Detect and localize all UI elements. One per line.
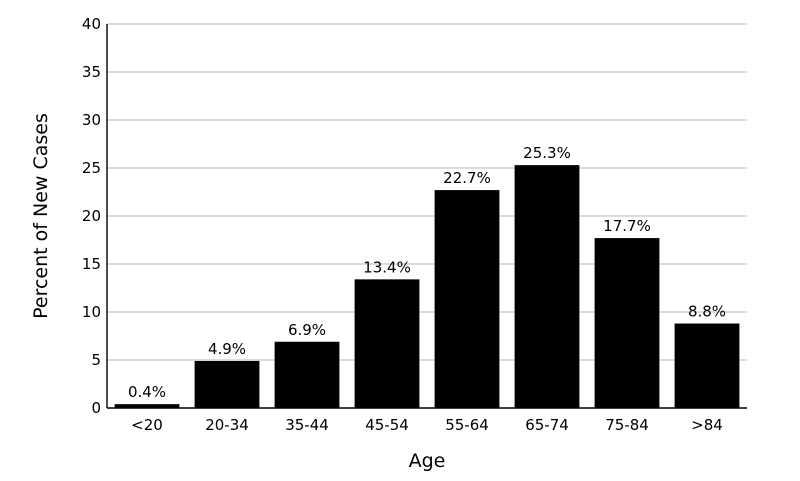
bar [274,341,340,408]
y-tick-label: 30 [82,111,101,129]
y-tick-label: 35 [82,63,101,81]
x-tick-label: 45-54 [365,416,409,434]
y-tick-label: 40 [82,15,101,33]
bar [674,323,740,408]
data-label: 6.9% [288,321,326,339]
bars [114,165,740,408]
data-label: 25.3% [523,144,571,162]
bar [434,190,500,408]
y-tick-label: 15 [82,255,101,273]
data-label: 22.7% [443,169,491,187]
y-tick-label: 10 [82,303,101,321]
y-tick-label: 5 [91,351,101,369]
x-tick-label: >84 [691,416,723,434]
y-tick-label: 20 [82,207,101,225]
x-axis-title: Age [409,450,446,472]
gridlines [107,23,747,361]
bar [194,360,260,408]
y-tick-labels: 0 5 10 15 20 25 30 35 40 [82,15,101,417]
data-label: 13.4% [363,258,411,276]
x-tick-label: 55-64 [445,416,489,434]
y-tick-label: 0 [91,399,101,417]
data-label: 4.9% [208,340,246,358]
y-tick-label: 25 [82,159,101,177]
bar [514,165,580,408]
x-tick-label: 35-44 [285,416,329,434]
data-label: 8.8% [688,303,726,321]
x-tick-labels: <20 20-34 35-44 45-54 55-64 65-74 75-84 >84 [131,416,723,434]
x-tick-label: <20 [131,416,163,434]
data-label: 0.4% [128,383,166,401]
data-label: 17.7% [603,217,651,235]
data-labels: 0.4% 4.9% 6.9% 13.4% 22.7% 25.3% 17.7% 8.8% [128,144,726,401]
bar [114,404,180,408]
bar [594,238,660,408]
x-tick-label: 65-74 [525,416,569,434]
x-tick-label: 75-84 [605,416,649,434]
bar [354,279,420,408]
y-axis-title: Percent of New Cases [30,113,52,319]
x-tick-label: 20-34 [205,416,249,434]
